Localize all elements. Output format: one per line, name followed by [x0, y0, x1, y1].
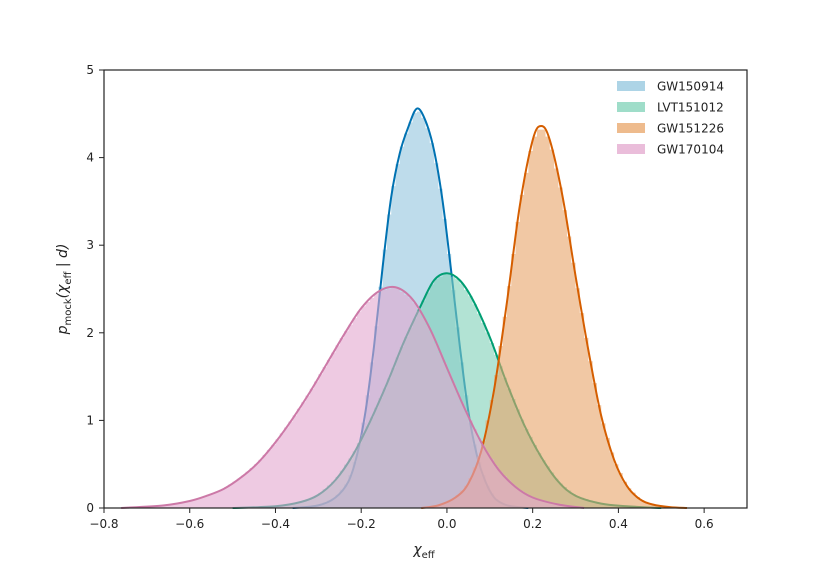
x-tick-label: −0.8: [89, 517, 118, 531]
legend: GW150914 LVT151012 GW151226 GW170104: [617, 80, 724, 157]
x-tick-label: −0.2: [347, 517, 376, 531]
x-tick-label: 0.0: [437, 517, 456, 531]
y-axis-label: pmock(χeff | d): [55, 244, 74, 336]
legend-item-gw150914: GW150914: [617, 80, 724, 94]
axes-layer: −0.8 −0.6 −0.4 −0.2 0.0 0.2 0.4 0.6 0 1 2 3 4 5: [86, 63, 748, 531]
legend-label: GW170104: [657, 143, 724, 157]
y-tick-label: 4: [86, 151, 94, 165]
x-tick-label: −0.6: [175, 517, 204, 531]
kde-line-gw170104: [121, 285, 585, 509]
x-tick-label: −0.4: [261, 517, 290, 531]
legend-label: GW151226: [657, 122, 724, 136]
series-layer: [121, 107, 692, 509]
plot-frame: [103, 69, 748, 509]
histogram-gw151226: [421, 129, 692, 508]
x-tick-label: 0.4: [609, 517, 628, 531]
y-tick-label: 3: [86, 238, 94, 252]
legend-swatch: [617, 123, 645, 133]
x-tick-label: 0.6: [695, 517, 714, 531]
legend-swatch: [617, 144, 645, 154]
y-tick-label: 2: [86, 326, 94, 340]
series-gw170104: [121, 285, 589, 509]
x-axis-label: χeff: [412, 542, 435, 561]
legend-item-lvt151012: LVT151012: [617, 101, 724, 115]
y-tick-label: 5: [86, 63, 94, 77]
y-tick-label: 1: [86, 413, 94, 427]
y-tick-label: 0: [86, 501, 94, 515]
legend-swatch: [617, 81, 645, 91]
legend-swatch: [617, 102, 645, 112]
legend-item-gw170104: GW170104: [617, 143, 724, 157]
legend-item-gw151226: GW151226: [617, 122, 724, 136]
legend-label: LVT151012: [657, 101, 724, 115]
x-tick-label: 0.2: [523, 517, 542, 531]
legend-label: GW150914: [657, 80, 724, 94]
histogram-gw170104: [121, 287, 589, 508]
